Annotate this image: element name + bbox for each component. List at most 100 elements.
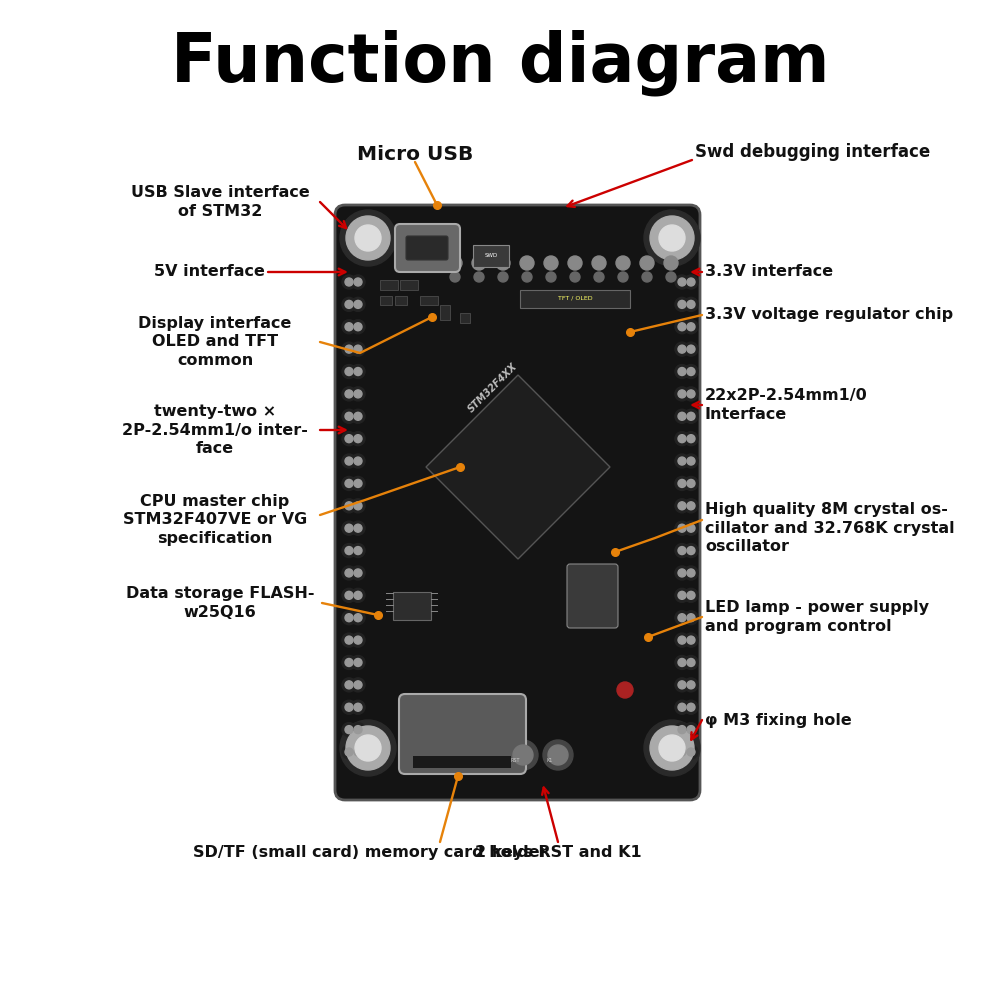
Circle shape: [684, 454, 698, 468]
Circle shape: [678, 703, 686, 711]
Bar: [380, 296, 392, 305]
Circle shape: [354, 345, 362, 353]
Circle shape: [354, 300, 362, 308]
Circle shape: [345, 502, 353, 510]
Circle shape: [675, 745, 689, 759]
Circle shape: [351, 655, 365, 669]
Circle shape: [678, 681, 686, 689]
Circle shape: [684, 745, 698, 759]
Text: USB Slave interface
of STM32: USB Slave interface of STM32: [131, 185, 309, 219]
Circle shape: [345, 614, 353, 622]
Circle shape: [342, 275, 356, 289]
Circle shape: [675, 387, 689, 401]
Circle shape: [675, 544, 689, 558]
Circle shape: [687, 547, 695, 555]
Circle shape: [351, 454, 365, 468]
Circle shape: [342, 723, 356, 737]
Circle shape: [675, 342, 689, 356]
Text: K1: K1: [547, 758, 553, 763]
Circle shape: [345, 300, 353, 308]
Circle shape: [687, 614, 695, 622]
Circle shape: [351, 521, 365, 535]
Bar: [380, 280, 398, 290]
Circle shape: [354, 412, 362, 420]
Circle shape: [678, 457, 686, 465]
Circle shape: [351, 320, 365, 334]
Circle shape: [675, 275, 689, 289]
Circle shape: [687, 569, 695, 577]
Circle shape: [342, 409, 356, 423]
Circle shape: [345, 435, 353, 443]
FancyBboxPatch shape: [399, 694, 526, 774]
Circle shape: [342, 745, 356, 759]
Circle shape: [684, 387, 698, 401]
FancyBboxPatch shape: [395, 224, 460, 272]
Circle shape: [351, 476, 365, 490]
FancyBboxPatch shape: [473, 245, 509, 267]
Circle shape: [684, 297, 698, 311]
Circle shape: [675, 320, 689, 334]
Circle shape: [351, 432, 365, 446]
Circle shape: [678, 748, 686, 756]
Text: Micro USB: Micro USB: [357, 145, 473, 164]
Circle shape: [687, 412, 695, 420]
Circle shape: [345, 547, 353, 555]
Bar: [413, 756, 511, 768]
Circle shape: [650, 216, 694, 260]
FancyBboxPatch shape: [567, 564, 618, 628]
Circle shape: [345, 524, 353, 532]
Circle shape: [342, 454, 356, 468]
Circle shape: [351, 611, 365, 625]
Circle shape: [675, 633, 689, 647]
Circle shape: [354, 569, 362, 577]
Circle shape: [684, 521, 698, 535]
Circle shape: [684, 633, 698, 647]
Circle shape: [678, 345, 686, 353]
Circle shape: [342, 611, 356, 625]
Circle shape: [351, 387, 365, 401]
Circle shape: [351, 365, 365, 379]
Circle shape: [342, 365, 356, 379]
Circle shape: [354, 435, 362, 443]
Circle shape: [678, 300, 686, 308]
Circle shape: [354, 368, 362, 376]
Bar: [400, 280, 418, 290]
Circle shape: [354, 390, 362, 398]
Circle shape: [675, 566, 689, 580]
Circle shape: [684, 566, 698, 580]
Circle shape: [342, 432, 356, 446]
Circle shape: [342, 544, 356, 558]
Circle shape: [684, 499, 698, 513]
Circle shape: [675, 521, 689, 535]
FancyBboxPatch shape: [335, 205, 700, 800]
Text: RST: RST: [510, 758, 520, 763]
Circle shape: [342, 700, 356, 714]
Circle shape: [687, 726, 695, 734]
Circle shape: [496, 256, 510, 270]
Circle shape: [543, 740, 573, 770]
Circle shape: [346, 216, 390, 260]
Circle shape: [618, 272, 628, 282]
Text: SWD: SWD: [484, 253, 498, 258]
Text: SD/TF (small card) memory card holder: SD/TF (small card) memory card holder: [193, 844, 547, 859]
Circle shape: [678, 547, 686, 555]
Circle shape: [687, 278, 695, 286]
Circle shape: [351, 566, 365, 580]
Circle shape: [351, 678, 365, 692]
Circle shape: [522, 272, 532, 282]
Circle shape: [546, 272, 556, 282]
Bar: [440, 305, 450, 320]
Circle shape: [684, 409, 698, 423]
Circle shape: [345, 323, 353, 331]
Circle shape: [675, 476, 689, 490]
Circle shape: [687, 345, 695, 353]
Circle shape: [687, 479, 695, 487]
Circle shape: [687, 681, 695, 689]
Text: 3.3V voltage regulator chip: 3.3V voltage regulator chip: [705, 308, 953, 322]
Circle shape: [342, 633, 356, 647]
Circle shape: [678, 479, 686, 487]
Circle shape: [354, 591, 362, 599]
Circle shape: [345, 703, 353, 711]
Circle shape: [687, 457, 695, 465]
Text: 22x2P-2.54mm1/0
Interface: 22x2P-2.54mm1/0 Interface: [705, 388, 868, 422]
